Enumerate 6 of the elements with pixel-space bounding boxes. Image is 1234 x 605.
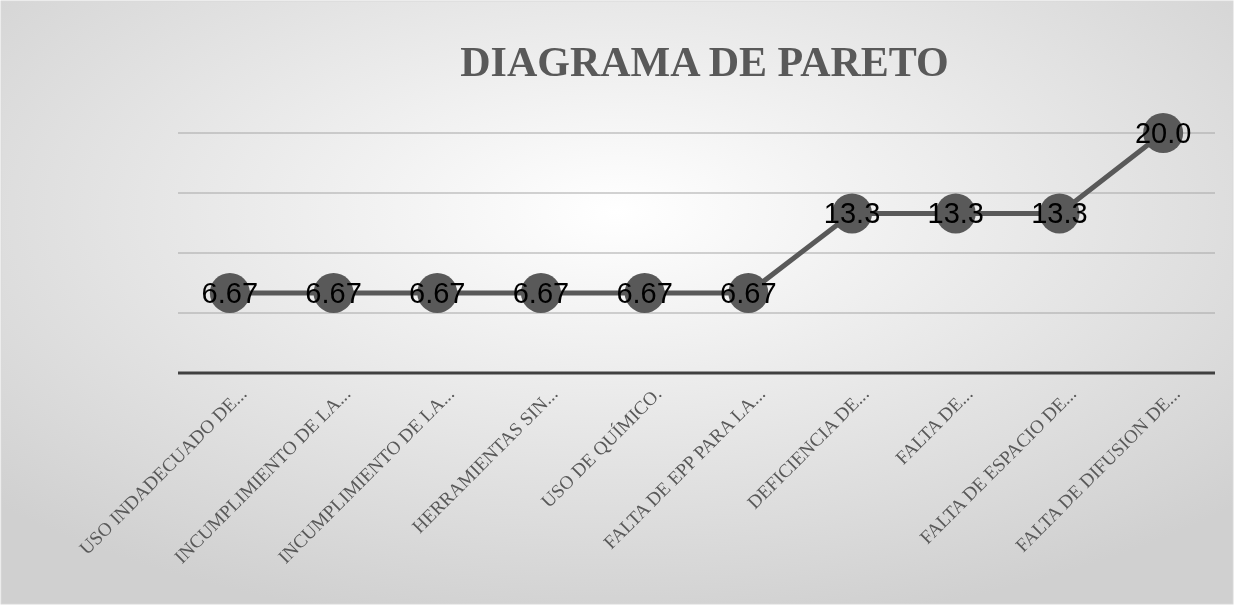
data-label: 6.67 (512, 276, 570, 309)
chart-title: DIAGRAMA DE PARETO (460, 39, 949, 85)
data-label: 13.3 (927, 197, 984, 230)
data-label: 6.67 (409, 276, 466, 309)
data-label: 6.67 (305, 276, 362, 309)
data-label: 6.67 (616, 276, 673, 309)
